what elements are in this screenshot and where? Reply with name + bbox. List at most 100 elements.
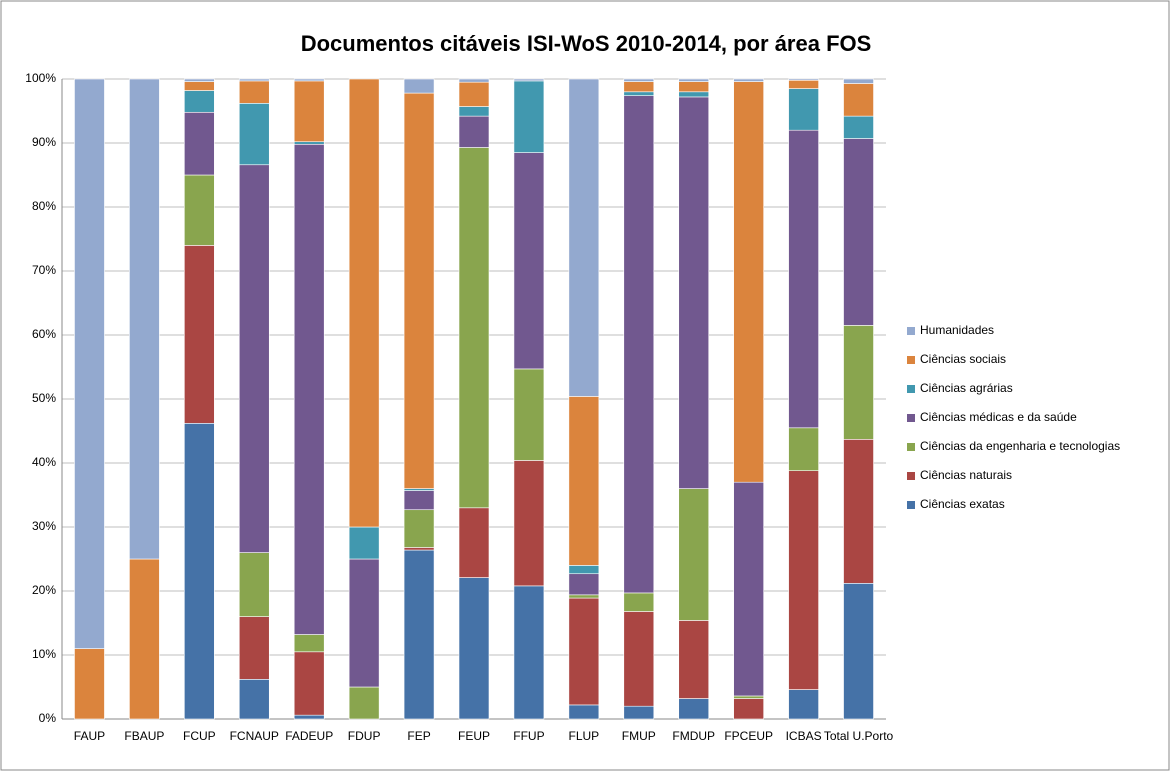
bar-segment bbox=[788, 78, 819, 81]
x-tick-label: FLUP bbox=[569, 729, 600, 743]
legend-label: Humanidades bbox=[920, 323, 994, 337]
bar-segment bbox=[678, 78, 710, 82]
bar-segment bbox=[238, 80, 270, 104]
bar-segment bbox=[184, 90, 215, 113]
bar-segment bbox=[458, 106, 490, 117]
bar-segment bbox=[568, 78, 600, 397]
bar-segment bbox=[623, 611, 655, 707]
x-tick-label: FAUP bbox=[74, 729, 105, 743]
y-tick-label: 40% bbox=[32, 455, 56, 469]
y-tick-label: 50% bbox=[32, 391, 56, 405]
bar-segment bbox=[238, 164, 270, 553]
bar-segment bbox=[733, 695, 764, 699]
bar-segment bbox=[238, 616, 270, 680]
bar-segment bbox=[678, 81, 710, 93]
bar-segment bbox=[293, 143, 325, 635]
legend-swatch bbox=[907, 385, 915, 393]
bar-segment bbox=[843, 78, 874, 84]
bar-segment bbox=[733, 481, 764, 697]
bar-segment bbox=[184, 111, 215, 176]
bar-segment bbox=[238, 679, 270, 720]
bar-segment bbox=[788, 88, 819, 131]
bar-segment bbox=[788, 129, 819, 429]
bar-segment bbox=[513, 585, 545, 720]
bar-segment bbox=[843, 83, 874, 117]
bar-segment bbox=[623, 592, 655, 612]
x-tick-label: Total U.Porto bbox=[824, 729, 894, 743]
bar-segment bbox=[238, 78, 270, 82]
bar-segment bbox=[129, 558, 160, 720]
bar-segment bbox=[348, 78, 380, 528]
legend-label: Ciências da engenharia e tecnologias bbox=[920, 439, 1120, 453]
bar-segment bbox=[74, 78, 105, 649]
bar-segment bbox=[513, 368, 545, 461]
x-tick-label: FCNAUP bbox=[230, 729, 279, 743]
y-tick-label: 80% bbox=[32, 199, 56, 213]
bar-segment bbox=[293, 80, 325, 143]
x-tick-label: ICBAS bbox=[786, 729, 822, 743]
bar-segment bbox=[733, 81, 764, 483]
bar-segment bbox=[293, 78, 325, 82]
bar-segment bbox=[403, 547, 435, 551]
x-tick-label: FDUP bbox=[348, 729, 381, 743]
bar-segment bbox=[568, 396, 600, 566]
bar-segment bbox=[293, 634, 325, 653]
bar-segment bbox=[513, 78, 545, 82]
legend-swatch bbox=[907, 414, 915, 422]
bar-segment bbox=[678, 488, 710, 621]
bar-segment bbox=[623, 78, 655, 82]
bar-segment bbox=[293, 651, 325, 716]
bar-segment bbox=[788, 470, 819, 690]
bar-segment bbox=[403, 509, 435, 548]
legend-label: Ciências naturais bbox=[920, 468, 1012, 482]
bar-segment bbox=[293, 141, 325, 145]
bar-segment bbox=[568, 573, 600, 596]
bar-segment bbox=[348, 558, 380, 688]
bar-segment bbox=[513, 152, 545, 370]
bar-segment bbox=[458, 81, 490, 107]
x-tick-label: FMDUP bbox=[672, 729, 715, 743]
y-tick-label: 10% bbox=[32, 647, 56, 661]
bar-segment bbox=[184, 245, 215, 424]
legend-label: Ciências agrárias bbox=[920, 381, 1013, 395]
legend-swatch bbox=[907, 327, 915, 335]
bar-segment bbox=[293, 714, 325, 720]
bar-segment bbox=[184, 423, 215, 720]
x-tick-label: FEP bbox=[407, 729, 430, 743]
y-tick-label: 70% bbox=[32, 263, 56, 277]
bar-segment bbox=[623, 91, 655, 96]
legend-swatch bbox=[907, 443, 915, 451]
y-tick-label: 20% bbox=[32, 583, 56, 597]
bar-segment bbox=[458, 78, 490, 83]
legend-label: Ciências sociais bbox=[920, 352, 1006, 366]
bar-segment bbox=[733, 698, 764, 720]
bar-segment bbox=[843, 583, 874, 720]
x-tick-label: FEUP bbox=[458, 729, 490, 743]
bar-segment bbox=[843, 439, 874, 584]
bar-segment bbox=[458, 507, 490, 578]
bar-segment bbox=[458, 147, 490, 509]
bar-segment bbox=[733, 78, 764, 82]
bar-segment bbox=[843, 115, 874, 139]
bar-segment bbox=[74, 648, 105, 720]
bar-segment bbox=[623, 705, 655, 720]
bar-segment bbox=[403, 92, 435, 489]
bar-segment bbox=[678, 91, 710, 98]
y-tick-label: 60% bbox=[32, 327, 56, 341]
bar-segment bbox=[348, 686, 380, 720]
x-tick-label: FADEUP bbox=[285, 729, 333, 743]
legend-label: Ciências exatas bbox=[920, 497, 1005, 511]
bar-segment bbox=[568, 597, 600, 706]
bar-segment bbox=[623, 81, 655, 93]
bar-segment bbox=[788, 689, 819, 720]
bar-segment bbox=[184, 81, 215, 91]
bar-segment bbox=[568, 565, 600, 575]
legend-swatch bbox=[907, 501, 915, 509]
legend-label: Ciências médicas e da saúde bbox=[920, 410, 1077, 424]
bar-segment bbox=[458, 115, 490, 148]
bar-segment bbox=[458, 577, 490, 720]
bar-segment bbox=[184, 174, 215, 246]
bar-segment bbox=[348, 526, 380, 560]
y-tick-label: 90% bbox=[32, 135, 56, 149]
